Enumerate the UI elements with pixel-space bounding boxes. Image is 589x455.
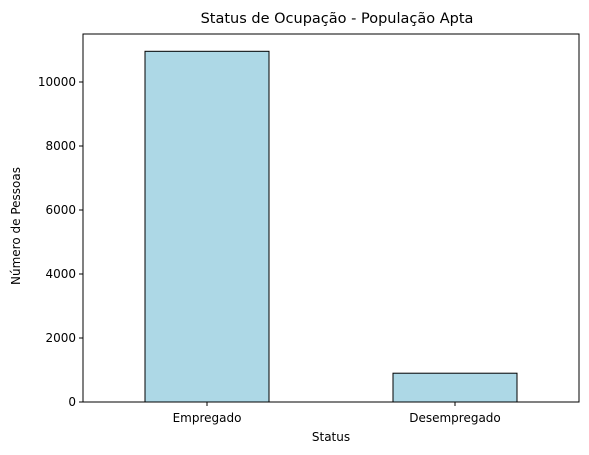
bars-layer	[144, 50, 518, 403]
y-tick-label: 4000	[45, 267, 76, 281]
y-tick-label: 2000	[45, 331, 76, 345]
chart-title: Status de Ocupação - População Apta	[201, 11, 474, 27]
plot-area-frame	[82, 33, 580, 403]
y-tick-label: 8000	[45, 139, 76, 153]
y-tick-label: 10000	[38, 75, 76, 89]
y-axis-ticks: 0 2000 4000 6000 8000 10000	[38, 75, 83, 409]
y-axis-label: Número de Pessoas	[9, 167, 23, 285]
y-tick-label: 0	[68, 395, 76, 409]
x-axis-ticks: Empregado Desempregado	[173, 402, 501, 425]
y-tick-label: 6000	[45, 203, 76, 217]
bar-empregado	[144, 50, 270, 403]
x-tick-label: Empregado	[173, 411, 242, 425]
x-axis-label: Status	[312, 430, 350, 444]
bar-desempregado	[392, 372, 518, 403]
x-tick-label: Desempregado	[409, 411, 501, 425]
